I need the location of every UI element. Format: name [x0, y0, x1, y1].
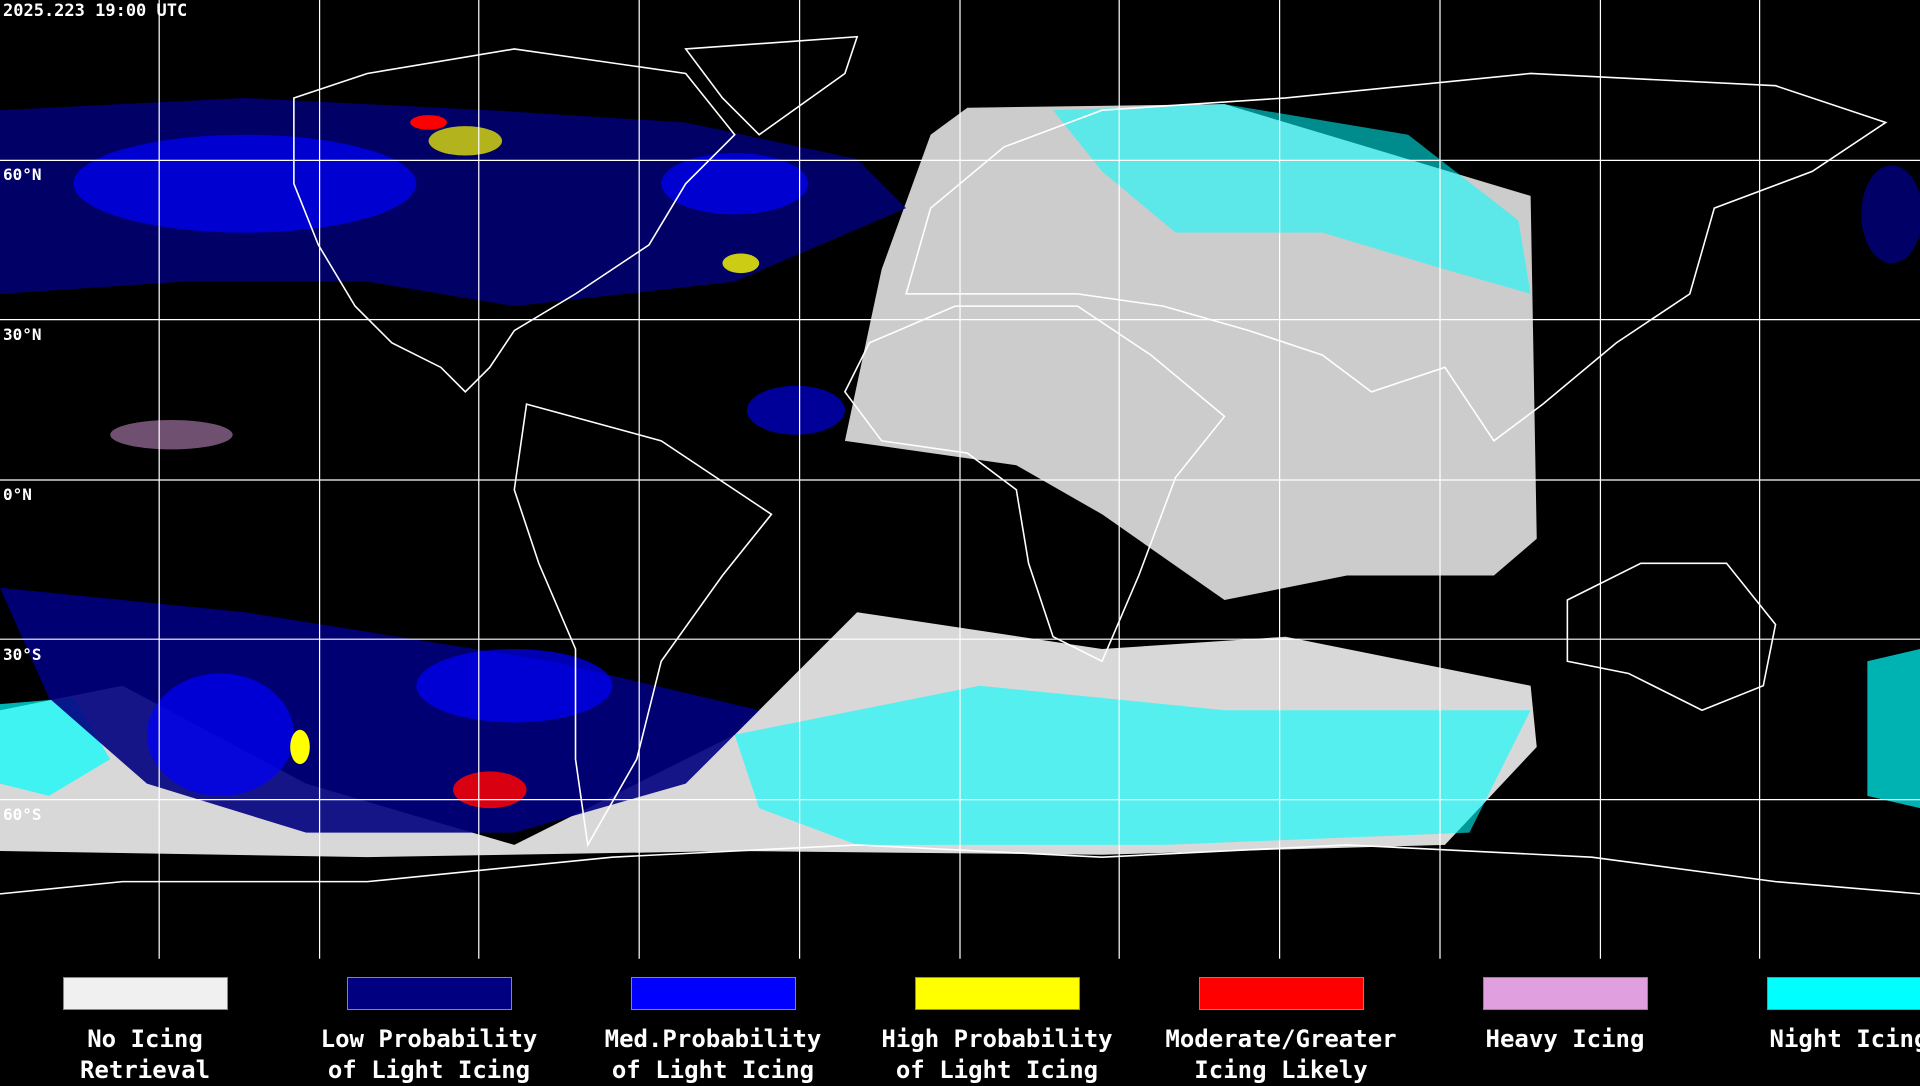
- legend-label-line: Med.Probability: [571, 1024, 855, 1055]
- legend-swatch: [915, 977, 1080, 1010]
- legend-item: Heavy Icing: [1423, 977, 1707, 1055]
- legend-label-line: Moderate/Greater: [1139, 1024, 1423, 1055]
- legend-item: Night Icing: [1707, 977, 1920, 1055]
- legend-label: Night Icing: [1707, 1024, 1920, 1055]
- legend-swatch: [1199, 977, 1364, 1010]
- legend-label-line: No Icing: [3, 1024, 287, 1055]
- legend-swatch: [1767, 977, 1920, 1010]
- legend-label-line: of Light Icing: [571, 1055, 855, 1086]
- legend-label-line: Heavy Icing: [1423, 1024, 1707, 1055]
- legend-swatch: [1483, 977, 1648, 1010]
- legend-label-line: Retrieval: [3, 1055, 287, 1086]
- legend-label-line: Night Icing: [1707, 1024, 1920, 1055]
- latitude-label: 30°N: [3, 325, 42, 344]
- map: 2025.223 19:00 UTC 60°N 30°N 0°N 30°S 60…: [0, 0, 1920, 959]
- legend-label-line: High Probability: [855, 1024, 1139, 1055]
- legend-label-line: Icing Likely: [1139, 1055, 1423, 1086]
- legend-swatch: [347, 977, 512, 1010]
- legend-label: Heavy Icing: [1423, 1024, 1707, 1055]
- legend-swatch: [63, 977, 228, 1010]
- latitude-label: 0°N: [3, 485, 32, 504]
- latitude-label: 30°S: [3, 645, 42, 664]
- legend-label-line: Low Probability: [287, 1024, 571, 1055]
- latitude-label: 60°N: [3, 165, 42, 184]
- legend-swatch: [631, 977, 796, 1010]
- legend-label-line: of Light Icing: [287, 1055, 571, 1086]
- legend-label-line: of Light Icing: [855, 1055, 1139, 1086]
- latitude-label: 60°S: [3, 805, 42, 824]
- timestamp: 2025.223 19:00 UTC: [3, 1, 187, 21]
